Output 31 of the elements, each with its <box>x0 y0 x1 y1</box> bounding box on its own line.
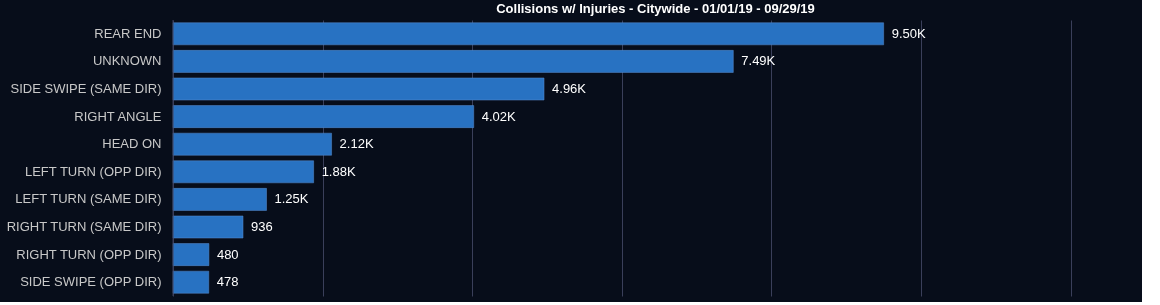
bar <box>172 132 332 156</box>
data-label: 7.49K <box>741 53 776 69</box>
bar <box>172 270 210 294</box>
y-tick-label: SIDE SWIPE (SAME DIR) <box>10 81 162 96</box>
bar <box>172 50 734 73</box>
y-tick-label: LEFT TURN (SAME DIR) <box>15 191 162 207</box>
bar <box>172 22 884 46</box>
y-tick-label: RIGHT TURN (SAME DIR) <box>6 219 162 234</box>
bar <box>172 243 210 266</box>
chart-title: Collisions w/ Injuries - Citywide - 01/01/19 - 09/29/19 <box>496 0 815 16</box>
data-label: 936 <box>251 219 273 234</box>
data-label: 9.50K <box>891 25 926 41</box>
y-tick-label: LEFT TURN (OPP DIR) <box>24 163 162 179</box>
y-tick-label: RIGHT TURN (OPP DIR) <box>16 246 162 262</box>
bar <box>172 188 267 211</box>
data-label: 2.12K <box>339 136 374 152</box>
bar <box>172 105 474 128</box>
data-label: 1.25K <box>274 191 309 207</box>
y-tick-label: SIDE SWIPE (OPP DIR) <box>20 274 162 290</box>
y-tick-label: REAR END <box>94 25 162 41</box>
data-label: 4.02K <box>481 108 517 124</box>
data-label: 480 <box>216 246 239 262</box>
y-tick-label: UNKNOWN <box>92 53 162 69</box>
data-label: 4.96K <box>552 81 587 96</box>
data-label: 1.88K <box>321 163 356 179</box>
bar <box>172 77 545 101</box>
bar <box>172 160 314 184</box>
data-label: 478 <box>216 274 239 290</box>
bar <box>172 215 244 239</box>
y-tick-label: RIGHT ANGLE <box>74 108 162 124</box>
y-tick-label: HEAD ON <box>102 136 162 152</box>
